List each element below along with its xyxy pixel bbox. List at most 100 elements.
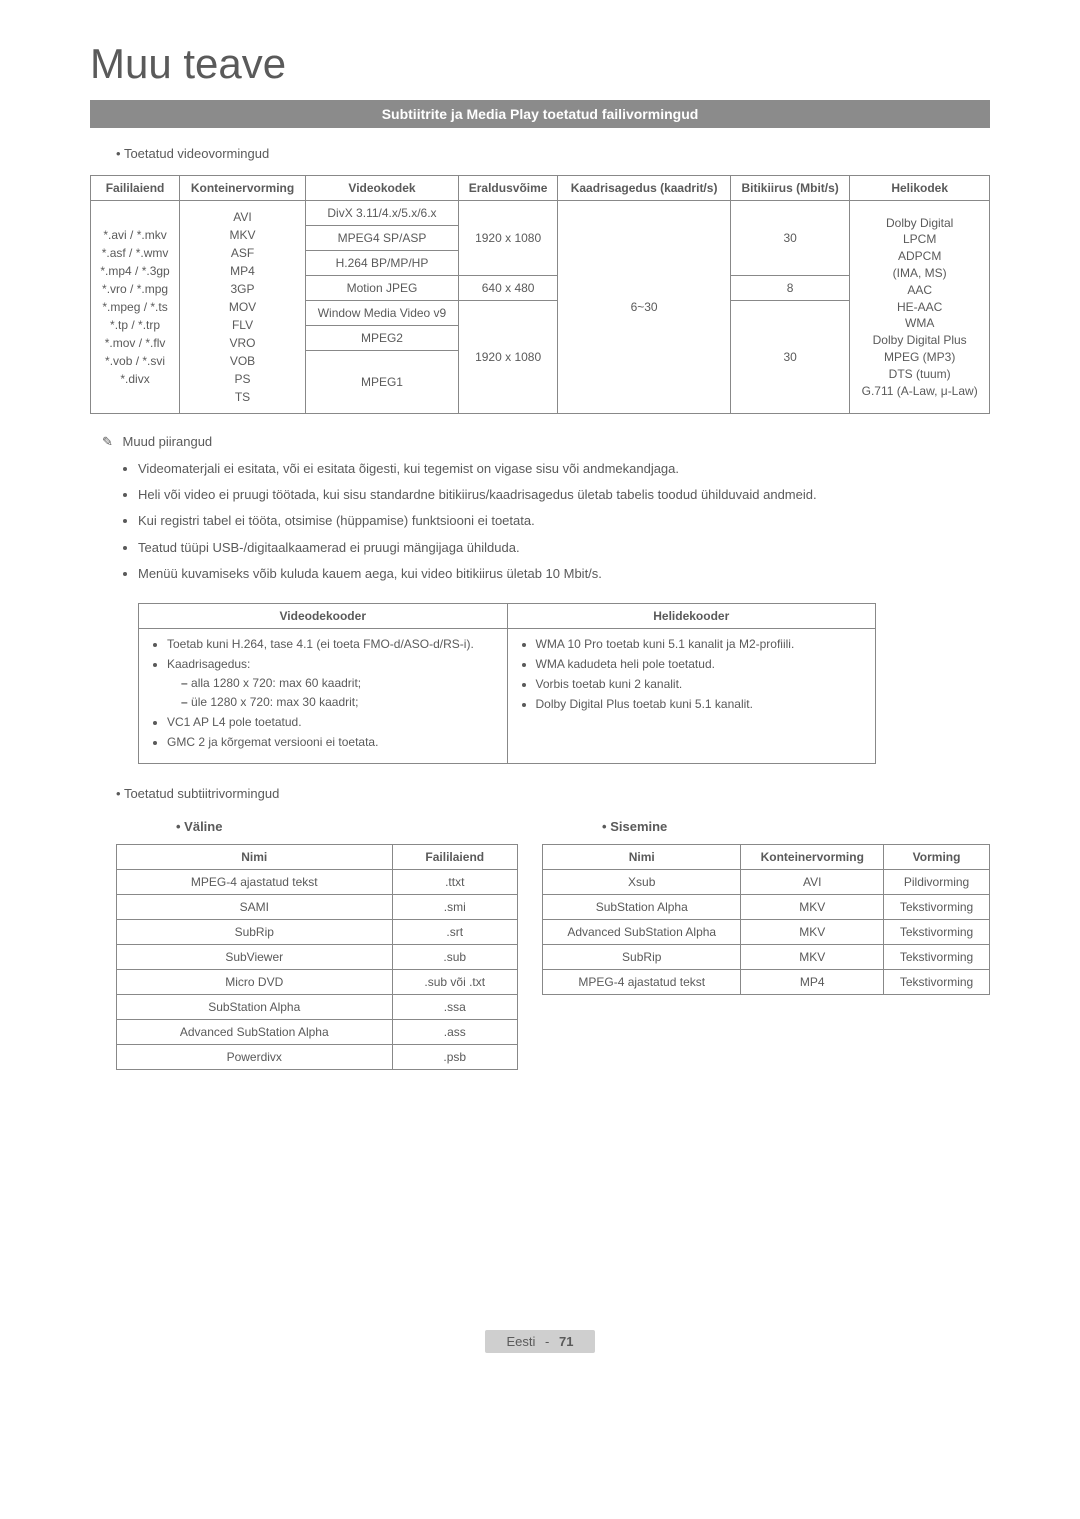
bitrate-cell: 30 [730, 301, 849, 414]
table-cell: MP4 [741, 969, 884, 994]
list-item: Kui registri tabel ei tööta, otsimise (h… [138, 512, 990, 530]
table-row: Micro DVD.sub või .txt [117, 969, 518, 994]
internal-label: Sisemine [602, 819, 990, 834]
external-label: Väline [176, 819, 518, 834]
codec-cell: DivX 3.11/4.x/5.x/6.x [305, 201, 458, 226]
video-format-table: Faililaiend Konteinervorming Videokodek … [90, 175, 990, 414]
other-restrictions-label: Muud piirangud [123, 434, 213, 449]
table-header-row: Nimi Faililaiend [117, 844, 518, 869]
th: Konteinervorming [741, 844, 884, 869]
table-cell: MPEG-4 ajastatud tekst [117, 869, 393, 894]
table-cell: MKV [741, 894, 884, 919]
th: Helidekooder [507, 603, 876, 628]
decoder-table: Videodekooder Helidekooder Toetab kuni H… [138, 603, 876, 764]
table-cell: .ttxt [392, 869, 518, 894]
internal-subtitle-table: Nimi Konteinervorming Vorming XsubAVIPil… [542, 844, 990, 995]
table-cell: .psb [392, 1044, 518, 1069]
table-cell: Xsub [543, 869, 741, 894]
note-icon: ✎ [102, 434, 113, 449]
list-item: üle 1280 x 720: max 30 kaadrit; [181, 695, 497, 709]
containers-cell: AVI MKV ASF MP4 3GP MOV FLV VRO VOB PS T… [180, 201, 306, 414]
th: Faililaiend [392, 844, 518, 869]
table-cell: Advanced SubStation Alpha [117, 1019, 393, 1044]
table-row: MPEG-4 ajastatud tekst.ttxt [117, 869, 518, 894]
table-cell: AVI [741, 869, 884, 894]
codec-cell: Motion JPEG [305, 276, 458, 301]
supported-video-label: Toetatud videovormingud [116, 146, 990, 161]
codec-cell: MPEG1 [305, 351, 458, 414]
th: Faililaiend [91, 176, 180, 201]
table-cell: .sub või .txt [392, 969, 518, 994]
table-row: XsubAVIPildivorming [543, 869, 990, 894]
table-cell: SubStation Alpha [117, 994, 393, 1019]
table-cell: Tekstivorming [884, 969, 990, 994]
table-cell: SubViewer [117, 944, 393, 969]
th: Videokodek [305, 176, 458, 201]
th: Eraldusvõime [459, 176, 558, 201]
table-header-row: Videodekooder Helidekooder [139, 603, 876, 628]
external-subtitle-table: Nimi Faililaiend MPEG-4 ajastatud tekst.… [116, 844, 518, 1070]
table-row: SubStation Alpha.ssa [117, 994, 518, 1019]
table-cell: MPEG-4 ajastatud tekst [543, 969, 741, 994]
th: Videodekooder [139, 603, 508, 628]
page-title: Muu teave [90, 40, 990, 88]
bitrate-cell: 30 [730, 201, 849, 276]
table-cell: Micro DVD [117, 969, 393, 994]
helikodek-cell: Dolby Digital LPCM ADPCM (IMA, MS) AAC H… [850, 201, 990, 414]
list-item: WMA kadudeta heli pole toetatud. [536, 657, 866, 671]
table-cell: .sub [392, 944, 518, 969]
th: Konteinervorming [180, 176, 306, 201]
audio-decoder-cell: WMA 10 Pro toetab kuni 5.1 kanalit ja M2… [507, 628, 876, 763]
table-cell: Tekstivorming [884, 894, 990, 919]
table-cell: SubStation Alpha [543, 894, 741, 919]
list-label: Kaadrisagedus: [167, 657, 250, 671]
table-cell: .ssa [392, 994, 518, 1019]
th: Bitikiirus (Mbit/s) [730, 176, 849, 201]
th: Vorming [884, 844, 990, 869]
table-cell: Powerdivx [117, 1044, 393, 1069]
codec-cell: MPEG2 [305, 326, 458, 351]
restrictions-list: Videomaterjali ei esitata, või ei esitat… [138, 460, 990, 583]
video-decoder-cell: Toetab kuni H.264, tase 4.1 (ei toeta FM… [139, 628, 508, 763]
list-item: Vorbis toetab kuni 2 kanalit. [536, 677, 866, 691]
section-bar: Subtiitrite ja Media Play toetatud faili… [90, 100, 990, 128]
th: Kaadrisagedus (kaadrit/s) [558, 176, 731, 201]
file-ext-cell: *.avi / *.mkv *.asf / *.wmv *.mp4 / *.3g… [91, 201, 180, 414]
table-row: SubViewer.sub [117, 944, 518, 969]
table-cell: SubRip [543, 944, 741, 969]
table-row: SubRip.srt [117, 919, 518, 944]
table-cell: MKV [741, 944, 884, 969]
table-cell: Tekstivorming [884, 944, 990, 969]
table-cell: Pildivorming [884, 869, 990, 894]
table-row: MPEG-4 ajastatud tekstMP4Tekstivorming [543, 969, 990, 994]
fps-cell: 6~30 [558, 201, 731, 414]
list-item: Teatud tüüpi USB-/digitaalkaamerad ei pr… [138, 539, 990, 557]
res-cell: 640 x 480 [459, 276, 558, 301]
table-row: SAMI.smi [117, 894, 518, 919]
table-row: Toetab kuni H.264, tase 4.1 (ei toeta FM… [139, 628, 876, 763]
table-cell: .ass [392, 1019, 518, 1044]
list-item: Kaadrisagedus: alla 1280 x 720: max 60 k… [167, 657, 497, 709]
table-row: Powerdivx.psb [117, 1044, 518, 1069]
list-item: alla 1280 x 720: max 60 kaadrit; [181, 676, 497, 690]
list-item: Videomaterjali ei esitata, või ei esitat… [138, 460, 990, 478]
supported-subtitle-label: Toetatud subtiitrivormingud [116, 786, 990, 801]
list-item: Toetab kuni H.264, tase 4.1 (ei toeta FM… [167, 637, 497, 651]
table-cell: SAMI [117, 894, 393, 919]
table-row: Advanced SubStation AlphaMKVTekstivormin… [543, 919, 990, 944]
table-header-row: Nimi Konteinervorming Vorming [543, 844, 990, 869]
page-footer: Eesti - 71 [90, 1330, 990, 1353]
table-cell: .smi [392, 894, 518, 919]
bitrate-cell: 8 [730, 276, 849, 301]
list-item: WMA 10 Pro toetab kuni 5.1 kanalit ja M2… [536, 637, 866, 651]
table-cell: .srt [392, 919, 518, 944]
table-cell: Tekstivorming [884, 919, 990, 944]
th: Helikodek [850, 176, 990, 201]
th: Nimi [117, 844, 393, 869]
list-item: Dolby Digital Plus toetab kuni 5.1 kanal… [536, 697, 866, 711]
footer-dash: - [545, 1334, 549, 1349]
table-row: SubRipMKVTekstivorming [543, 944, 990, 969]
res-cell: 1920 x 1080 [459, 201, 558, 276]
th: Nimi [543, 844, 741, 869]
table-cell: Advanced SubStation Alpha [543, 919, 741, 944]
